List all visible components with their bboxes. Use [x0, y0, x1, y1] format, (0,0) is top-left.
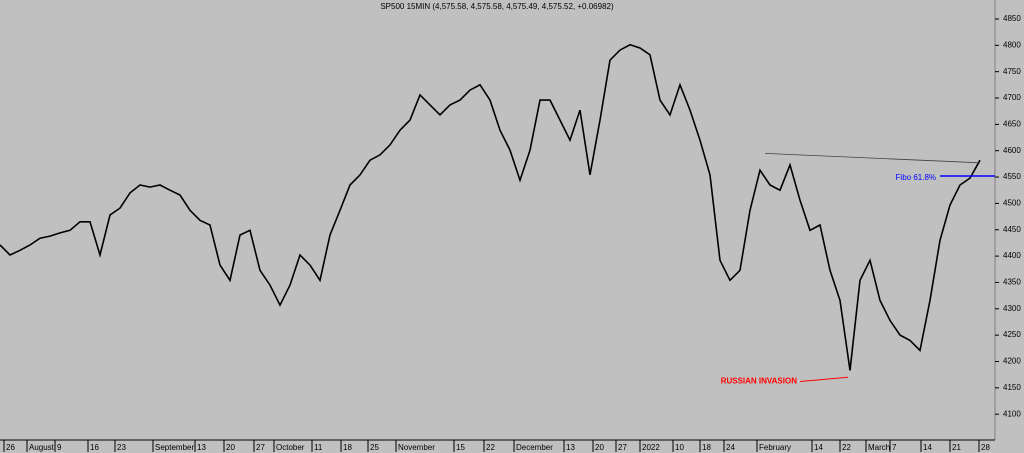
x-tick-label: 27 [256, 443, 265, 452]
x-tick-label: 14 [923, 443, 932, 452]
x-tick-label: 22 [486, 443, 495, 452]
x-tick-label: 28 [981, 443, 990, 452]
x-tick-label: 22 [842, 443, 851, 452]
y-tick-label: 4300 [1003, 304, 1021, 313]
x-tick-label: 13 [197, 443, 206, 452]
x-tick-label: 18 [343, 443, 352, 452]
fibo-label: Fibo 61.8% [896, 173, 936, 182]
x-tick-label: August [29, 443, 55, 452]
x-tick-label: 9 [57, 443, 62, 452]
x-tick-label: October [276, 443, 305, 452]
x-tick-label: 13 [566, 443, 575, 452]
x-tick-label: 2022 [642, 443, 660, 452]
y-tick-label: 4400 [1003, 251, 1021, 260]
y-tick-label: 4150 [1003, 383, 1021, 392]
y-tick-label: 4600 [1003, 146, 1021, 155]
x-tick-label: 25 [370, 443, 379, 452]
x-tick-label: 10 [675, 443, 684, 452]
annotation-arrow [799, 376, 849, 383]
x-tick-label: December [516, 443, 553, 452]
x-tick-label: 11 [314, 443, 323, 452]
y-tick-label: 4500 [1003, 199, 1021, 208]
y-tick-label: 4650 [1003, 119, 1021, 128]
x-tick-label: 20 [226, 443, 235, 452]
x-tick-label: 18 [702, 443, 711, 452]
chart-title: SP500 15MIN (4,575.58, 4,575.58, 4,575.4… [380, 2, 614, 11]
x-tick-label: 23 [117, 443, 126, 452]
y-tick-label: 4750 [1003, 67, 1021, 76]
x-tick-label: 16 [90, 443, 99, 452]
x-tick-label: 7 [892, 443, 897, 452]
x-tick-label: March [868, 443, 890, 452]
y-tick-label: 4250 [1003, 330, 1021, 339]
trendline [764, 152, 981, 164]
x-tick-label: 21 [952, 443, 961, 452]
y-tick-label: 4800 [1003, 40, 1021, 49]
x-tick-label: September [155, 443, 194, 452]
y-tick-label: 4350 [1003, 278, 1021, 287]
annotation-text: RUSSIAN INVASION [721, 377, 798, 386]
x-tick-label: February [759, 443, 791, 452]
x-tick-label: 27 [618, 443, 627, 452]
x-tick-label: 15 [456, 443, 465, 452]
y-tick-label: 4450 [1003, 225, 1021, 234]
y-tick-label: 4100 [1003, 409, 1021, 418]
y-tick-label: 4700 [1003, 93, 1021, 102]
x-tick-label: 24 [726, 443, 735, 452]
x-tick-label: 14 [814, 443, 823, 452]
y-tick-label: 4200 [1003, 357, 1021, 366]
y-tick-label: 4550 [1003, 172, 1021, 181]
price-line [0, 43, 981, 371]
x-tick-label: 26 [6, 443, 15, 452]
x-tick-label: November [398, 443, 435, 452]
y-tick-label: 4850 [1003, 14, 1021, 23]
x-tick-label: 20 [595, 443, 604, 452]
